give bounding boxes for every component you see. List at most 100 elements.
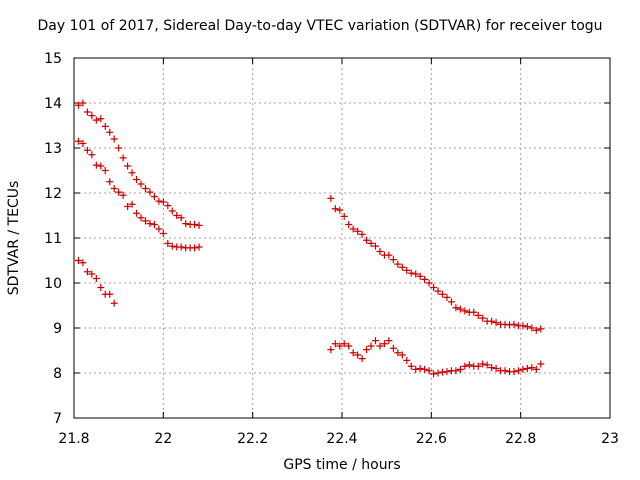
- data-point: [133, 176, 141, 183]
- data-point: [195, 221, 203, 229]
- data-point: [159, 230, 167, 237]
- data-point: [358, 230, 366, 238]
- data-point: [407, 362, 415, 370]
- plot-frame: [73, 57, 611, 419]
- data-point: [430, 284, 438, 291]
- data-point: [416, 365, 424, 372]
- data-point: [133, 209, 141, 217]
- data-point: [115, 144, 123, 152]
- data-point: [164, 202, 172, 210]
- data-point: [394, 349, 402, 357]
- chart-title: Day 101 of 2017, Sidereal Day-to-day VTE…: [37, 18, 603, 34]
- data-point: [354, 227, 362, 235]
- data-point: [119, 191, 127, 199]
- data-point: [403, 266, 411, 274]
- data-point: [483, 361, 491, 369]
- data-point: [488, 317, 496, 325]
- x-tick-label: 22.6: [416, 431, 447, 447]
- data-point: [389, 344, 397, 352]
- data-point: [492, 365, 500, 372]
- data-point: [83, 108, 91, 116]
- y-tick-label: 13: [44, 141, 62, 157]
- data-point: [479, 314, 487, 322]
- data-point: [412, 270, 420, 278]
- data-point: [159, 198, 167, 206]
- data-point: [177, 243, 185, 251]
- data-point: [452, 367, 460, 375]
- axis-ticks: 21.8 22 22.2 22.4 22.6 22.8 23 7 8 9 10 11 12 13 14 15: [44, 51, 619, 447]
- data-point: [479, 360, 487, 368]
- data-point: [456, 365, 464, 373]
- data-point: [182, 220, 190, 228]
- data-point: [363, 236, 371, 244]
- data-point: [74, 101, 82, 109]
- data-point: [398, 263, 406, 271]
- data-point: [92, 275, 100, 282]
- data-point: [74, 137, 82, 145]
- data-point: [150, 221, 158, 228]
- data-point: [349, 225, 357, 233]
- data-point: [430, 370, 438, 378]
- y-tick-label: 10: [44, 276, 62, 292]
- data-point: [443, 293, 451, 301]
- data-points: [74, 99, 545, 378]
- data-point: [501, 367, 509, 375]
- data-point: [110, 185, 118, 192]
- x-tick-label: 22.8: [505, 431, 536, 447]
- data-point: [434, 369, 442, 377]
- data-point: [79, 140, 87, 147]
- data-point: [79, 259, 87, 267]
- data-point: [336, 342, 344, 350]
- data-point: [164, 239, 172, 247]
- data-point: [106, 290, 114, 298]
- y-tick-label: 14: [44, 96, 62, 112]
- data-point: [88, 151, 96, 159]
- data-point: [110, 299, 118, 307]
- data-point: [376, 248, 384, 255]
- data-point: [510, 320, 518, 328]
- data-point: [528, 364, 536, 372]
- data-point: [474, 362, 482, 370]
- data-point: [155, 197, 163, 205]
- data-point: [474, 311, 482, 319]
- data-point: [367, 239, 375, 247]
- data-point: [340, 340, 348, 348]
- data-point: [456, 305, 464, 313]
- data-point: [79, 99, 87, 107]
- data-point: [358, 355, 366, 363]
- data-point: [97, 162, 105, 170]
- data-point: [537, 360, 545, 368]
- data-point: [110, 135, 118, 143]
- data-point: [141, 217, 149, 225]
- data-point: [349, 349, 357, 357]
- x-tick-label: 22.2: [237, 431, 268, 447]
- data-point: [425, 279, 433, 287]
- x-axis-label: GPS time / hours: [283, 457, 401, 473]
- data-point: [345, 342, 353, 350]
- data-point: [354, 351, 362, 359]
- data-point: [146, 220, 154, 228]
- data-point: [363, 346, 371, 354]
- data-point: [389, 256, 397, 264]
- x-tick-label: 22: [154, 431, 172, 447]
- series-track-a: [74, 99, 203, 229]
- data-point: [88, 112, 96, 120]
- data-point: [439, 290, 446, 298]
- data-point: [376, 342, 384, 350]
- data-point: [336, 206, 344, 214]
- data-point: [327, 346, 335, 354]
- data-point: [519, 365, 527, 373]
- data-point: [115, 188, 123, 196]
- data-point: [523, 365, 531, 372]
- data-point: [340, 212, 348, 220]
- data-point: [492, 319, 500, 327]
- data-point: [425, 367, 433, 375]
- data-point: [532, 365, 540, 373]
- data-point: [137, 180, 145, 188]
- data-point: [331, 340, 339, 348]
- y-tick-label: 11: [44, 231, 62, 247]
- data-point: [106, 128, 114, 136]
- data-point: [380, 340, 388, 348]
- data-point: [92, 116, 100, 124]
